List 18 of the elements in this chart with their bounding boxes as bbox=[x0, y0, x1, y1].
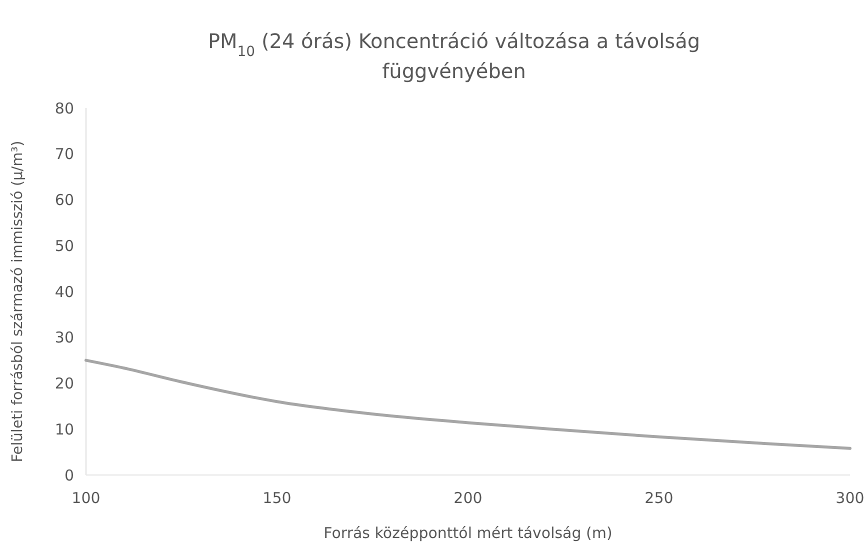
x-tick-label: 200 bbox=[454, 489, 482, 507]
y-tick-label: 70 bbox=[54, 145, 74, 164]
y-tick-label: 30 bbox=[54, 328, 74, 347]
line-series bbox=[84, 358, 852, 450]
y-tick-label: 20 bbox=[54, 374, 74, 392]
y-tick-label: 0 bbox=[64, 466, 74, 484]
x-tick-label: 150 bbox=[262, 489, 292, 507]
y-tick-label: 80 bbox=[54, 99, 74, 118]
x-tick-label: 250 bbox=[644, 489, 674, 507]
x-tick-label: 100 bbox=[72, 489, 100, 507]
y-tick-label: 10 bbox=[54, 420, 74, 438]
y-tick-label: 40 bbox=[54, 282, 74, 301]
x-axis-title: Forrás középponttól mért távolság (m) bbox=[324, 524, 612, 542]
y-axis-title: Felületi forrásból származó immisszió (µ/m³) bbox=[10, 140, 26, 462]
chart-title: PM$_{10}$ (24 órás) Koncentráció változása a távolság függvényében bbox=[208, 29, 700, 83]
x-tick-label: 300 bbox=[836, 489, 864, 507]
y-tick-label: 50 bbox=[54, 236, 74, 255]
y-tick-label: 60 bbox=[54, 191, 74, 209]
